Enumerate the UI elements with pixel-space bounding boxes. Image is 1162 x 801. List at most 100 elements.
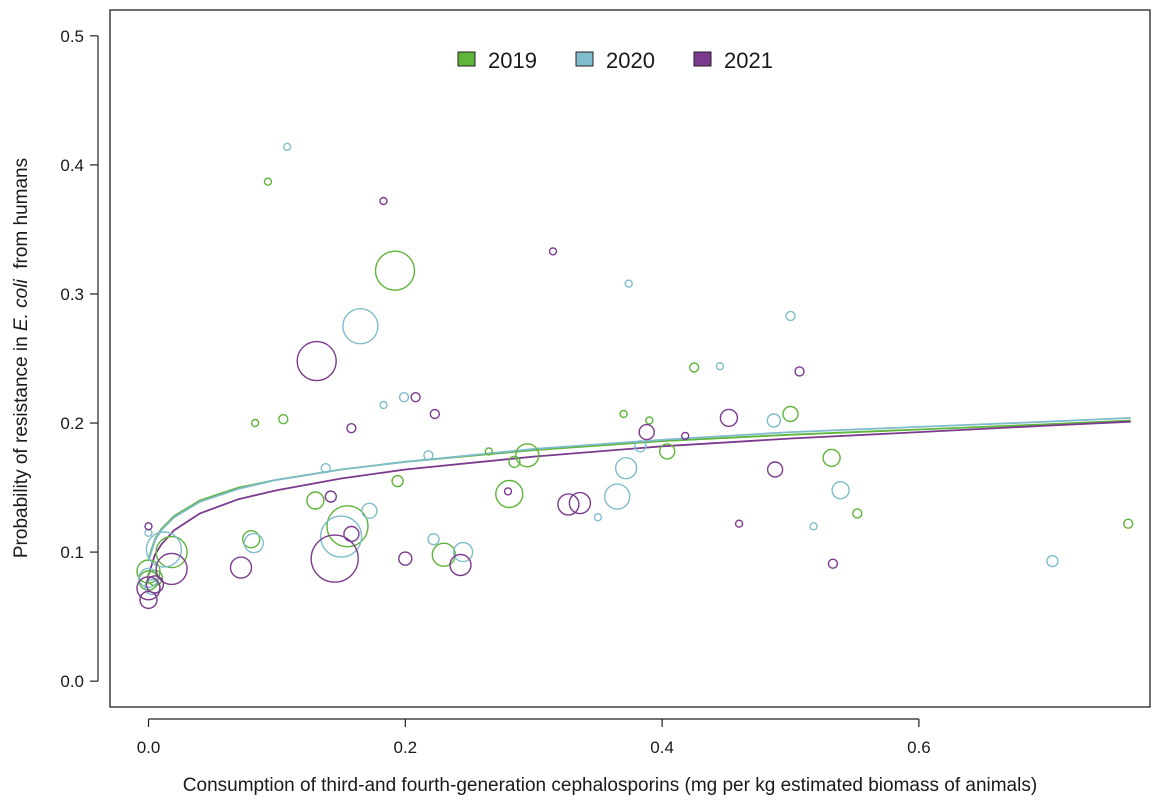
point-2021 (734, 519, 744, 528)
point-2021 (449, 553, 472, 577)
point-2020 (604, 483, 631, 510)
point-2021 (827, 558, 839, 569)
point-2021 (719, 408, 739, 428)
point-2020 (1046, 554, 1059, 568)
y-tick-label: 0.4 (60, 156, 84, 175)
x-tick-label: 0.2 (393, 738, 417, 757)
point-2020 (320, 463, 331, 474)
point-2020 (423, 450, 434, 461)
point-2020 (785, 310, 796, 322)
point-2021 (638, 423, 655, 441)
point-2021 (794, 366, 805, 377)
point-2020 (145, 531, 183, 568)
point-2019 (374, 250, 416, 291)
y-axis: 0.0 0.1 0.2 0.3 0.4 0.5 (60, 27, 99, 691)
point-2019 (659, 443, 676, 460)
fit-lines (147, 417, 1131, 576)
y-axis-title-italic: E. coli (11, 279, 32, 332)
x-tick-label: 0.0 (137, 738, 161, 757)
y-tick-label: 0.3 (60, 285, 84, 304)
point-2020 (138, 567, 159, 589)
point-2021 (429, 408, 440, 420)
y-tick-label: 0.0 (60, 672, 84, 691)
point-2021 (343, 525, 360, 543)
point-2021 (310, 534, 359, 583)
point-2020 (342, 308, 379, 345)
point-2021 (145, 575, 165, 594)
point-2019 (495, 479, 524, 509)
point-2020 (831, 481, 850, 500)
fit-line-2021 (147, 420, 1131, 576)
point-2020 (715, 362, 725, 371)
legend-label-2019: 2019 (488, 48, 537, 73)
point-2021 (766, 461, 784, 478)
point-2019 (852, 508, 863, 519)
point-2020 (319, 515, 363, 558)
point-2021 (229, 556, 253, 579)
y-tick-label: 0.1 (60, 543, 84, 562)
point-2019 (431, 542, 456, 567)
point-2021 (139, 590, 158, 610)
point-2019 (645, 416, 654, 425)
point-2020 (452, 541, 474, 563)
point-2021 (681, 431, 690, 441)
point-2020 (766, 413, 781, 428)
point-2019 (155, 535, 188, 569)
point-2019 (391, 474, 404, 488)
point-2019 (689, 362, 700, 373)
y-axis-title: Probability of resistance in E. coli fro… (11, 158, 32, 558)
point-2020 (809, 522, 818, 531)
legend-label-2021: 2021 (724, 48, 773, 73)
point-2020 (379, 400, 388, 410)
x-axis-title: Consumption of third-and fourth-generati… (183, 775, 1037, 796)
fit-line-2020 (147, 417, 1131, 562)
point-2021 (503, 487, 513, 496)
point-2021 (136, 576, 161, 601)
point-2021 (557, 493, 580, 516)
legend-swatch-2021 (693, 51, 712, 67)
point-2021 (155, 552, 188, 586)
point-2020 (593, 513, 603, 522)
x-tick-label: 0.4 (650, 738, 674, 757)
point-2020 (398, 392, 410, 403)
data-points (136, 142, 1134, 610)
legend-swatch-2019 (457, 51, 476, 67)
point-2019 (263, 177, 273, 186)
plot-frame (109, 9, 1151, 708)
point-2020 (427, 533, 440, 546)
point-2020 (361, 502, 378, 519)
point-2021 (379, 196, 388, 206)
point-2021 (548, 247, 558, 256)
point-2021 (568, 491, 592, 515)
x-axis: 0.0 0.2 0.4 0.6 (137, 718, 931, 757)
point-2019 (508, 455, 521, 468)
point-2019 (484, 447, 493, 456)
point-2021 (296, 340, 337, 382)
point-2021 (324, 490, 337, 503)
point-2020 (614, 457, 638, 480)
point-2021 (144, 522, 153, 531)
legend: 2019 2020 2021 (457, 48, 773, 73)
point-2021 (398, 551, 413, 566)
point-2021 (346, 423, 357, 434)
point-2019 (515, 443, 540, 468)
legend-swatch-2020 (575, 51, 594, 67)
y-axis-title-prefix: Probability of resistance in (11, 331, 32, 558)
legend-label-2020: 2020 (606, 48, 655, 73)
point-2019 (822, 448, 841, 468)
point-2019 (619, 409, 628, 419)
point-2021 (410, 392, 421, 403)
point-2019 (1122, 518, 1134, 529)
point-2019 (241, 530, 261, 549)
point-2019 (782, 405, 799, 423)
y-axis-title-suffix: from humans (11, 158, 32, 279)
y-tick-label: 0.2 (60, 414, 84, 433)
x-tick-label: 0.6 (907, 738, 931, 757)
point-2020 (624, 279, 633, 288)
point-2020 (243, 532, 265, 554)
point-2019 (250, 418, 260, 428)
point-2020 (283, 142, 292, 152)
point-2019 (306, 491, 325, 510)
point-2019 (278, 414, 289, 425)
